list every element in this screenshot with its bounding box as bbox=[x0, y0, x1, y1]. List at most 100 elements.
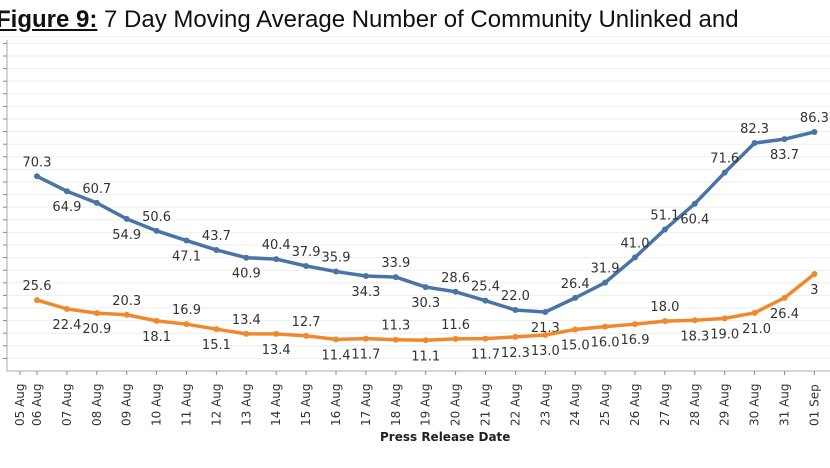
data-label: 41.0 bbox=[621, 236, 650, 251]
data-label: 40.9 bbox=[232, 267, 261, 282]
x-tick-label: 20 Aug bbox=[449, 383, 463, 426]
figure-title-text: 7 Day Moving Average Number of Community… bbox=[97, 6, 739, 33]
x-tick-label: 13 Aug bbox=[239, 383, 253, 426]
x-tick-label: 24 Aug bbox=[568, 383, 582, 426]
data-point bbox=[333, 336, 339, 343]
x-tick-label: 23 Aug bbox=[538, 383, 552, 426]
figure-number: Figure 9: bbox=[0, 6, 98, 33]
data-point bbox=[273, 330, 280, 337]
data-label: 50.6 bbox=[142, 210, 171, 225]
data-label: 16.9 bbox=[172, 303, 201, 318]
x-tick-label: 01 Sep bbox=[807, 384, 821, 426]
data-label: 25.4 bbox=[471, 280, 500, 295]
data-label: 13.0 bbox=[531, 344, 560, 359]
data-point bbox=[333, 268, 339, 275]
data-label: 20.9 bbox=[82, 322, 111, 337]
data-label: 11.7 bbox=[471, 348, 500, 363]
data-label: 34.3 bbox=[351, 285, 380, 300]
data-point bbox=[721, 169, 728, 176]
x-tick-label: 17 Aug bbox=[359, 383, 373, 426]
x-tick-label: 27 Aug bbox=[658, 383, 672, 426]
x-tick-label: 19 Aug bbox=[419, 383, 433, 426]
data-point bbox=[452, 288, 459, 295]
data-label: 11.6 bbox=[441, 318, 470, 333]
data-label: 71.6 bbox=[710, 152, 739, 167]
data-label: 21.0 bbox=[742, 322, 771, 337]
data-point bbox=[183, 321, 190, 328]
x-tick-label: 06 Aug bbox=[30, 383, 44, 426]
data-label: 18.1 bbox=[142, 330, 171, 345]
data-label: 60.4 bbox=[680, 213, 709, 228]
data-point bbox=[721, 315, 728, 322]
data-point bbox=[303, 332, 310, 339]
x-tick-label: 09 Aug bbox=[120, 383, 134, 426]
data-point bbox=[213, 246, 220, 253]
data-point bbox=[482, 297, 489, 304]
x-tick-label: 07 Aug bbox=[60, 383, 74, 426]
data-label: 22.4 bbox=[52, 318, 81, 333]
x-tick-label: 16 Aug bbox=[329, 383, 343, 426]
data-point bbox=[362, 335, 369, 342]
data-label: 12.7 bbox=[292, 315, 321, 330]
data-point bbox=[751, 140, 758, 147]
chart-title: Figure 9: 7 Day Moving Average Number of… bbox=[0, 6, 739, 34]
x-tick-label: 31 Aug bbox=[778, 383, 792, 426]
data-point bbox=[63, 188, 70, 195]
data-point bbox=[153, 317, 160, 324]
data-label: 86.3 bbox=[800, 111, 829, 126]
data-point bbox=[243, 330, 250, 337]
data-point bbox=[34, 173, 40, 180]
data-point bbox=[452, 335, 459, 342]
data-label: 31.9 bbox=[591, 262, 620, 277]
data-point bbox=[243, 254, 250, 261]
x-tick-label: 15 Aug bbox=[299, 383, 313, 426]
data-label: 47.1 bbox=[172, 250, 201, 265]
data-label: 18.3 bbox=[680, 329, 709, 344]
data-label: 82.3 bbox=[740, 122, 769, 137]
data-point bbox=[63, 305, 70, 312]
data-label: 15.0 bbox=[561, 338, 590, 353]
data-point bbox=[572, 326, 579, 333]
data-point bbox=[751, 309, 758, 316]
data-point bbox=[781, 136, 788, 143]
data-label: 11.7 bbox=[351, 348, 380, 363]
x-tick-label: 29 Aug bbox=[718, 383, 732, 426]
data-point bbox=[691, 200, 698, 207]
data-point bbox=[183, 237, 190, 244]
data-point bbox=[392, 274, 399, 281]
data-point bbox=[422, 284, 429, 291]
data-label: 35.9 bbox=[322, 251, 351, 266]
data-point bbox=[632, 254, 638, 261]
data-label: 19.0 bbox=[710, 327, 739, 342]
data-label: 12.3 bbox=[501, 346, 530, 361]
data-point bbox=[123, 215, 130, 222]
data-point bbox=[303, 263, 310, 270]
data-point bbox=[123, 311, 130, 318]
data-label: 11.3 bbox=[381, 319, 410, 334]
x-tick-label: 10 Aug bbox=[150, 383, 164, 426]
data-label: 15.1 bbox=[202, 338, 231, 353]
data-label: 60.7 bbox=[82, 182, 111, 197]
data-label: 54.9 bbox=[112, 228, 141, 243]
data-label: 26.4 bbox=[561, 277, 590, 292]
data-point bbox=[362, 272, 369, 279]
data-label: 28.6 bbox=[441, 271, 470, 286]
data-point bbox=[93, 199, 100, 206]
x-tick-label: 18 Aug bbox=[389, 383, 403, 426]
data-point bbox=[482, 335, 489, 342]
x-tick-label: 14 Aug bbox=[269, 383, 283, 426]
data-point bbox=[691, 317, 698, 324]
x-tick-label: 08 Aug bbox=[90, 383, 104, 426]
data-label: 11.4 bbox=[322, 348, 351, 363]
x-tick-label: 21 Aug bbox=[479, 383, 493, 426]
x-axis-title: Press Release Date bbox=[380, 430, 511, 444]
x-tick-label: 25 Aug bbox=[598, 383, 612, 426]
x-tick-label: 11 Aug bbox=[180, 383, 194, 426]
x-tick-label: 30 Aug bbox=[748, 383, 762, 426]
data-point bbox=[632, 321, 638, 328]
data-point bbox=[392, 336, 399, 343]
data-label: 25.6 bbox=[23, 279, 52, 294]
data-label: 26.4 bbox=[770, 307, 799, 322]
data-label: 30.3 bbox=[411, 296, 440, 311]
